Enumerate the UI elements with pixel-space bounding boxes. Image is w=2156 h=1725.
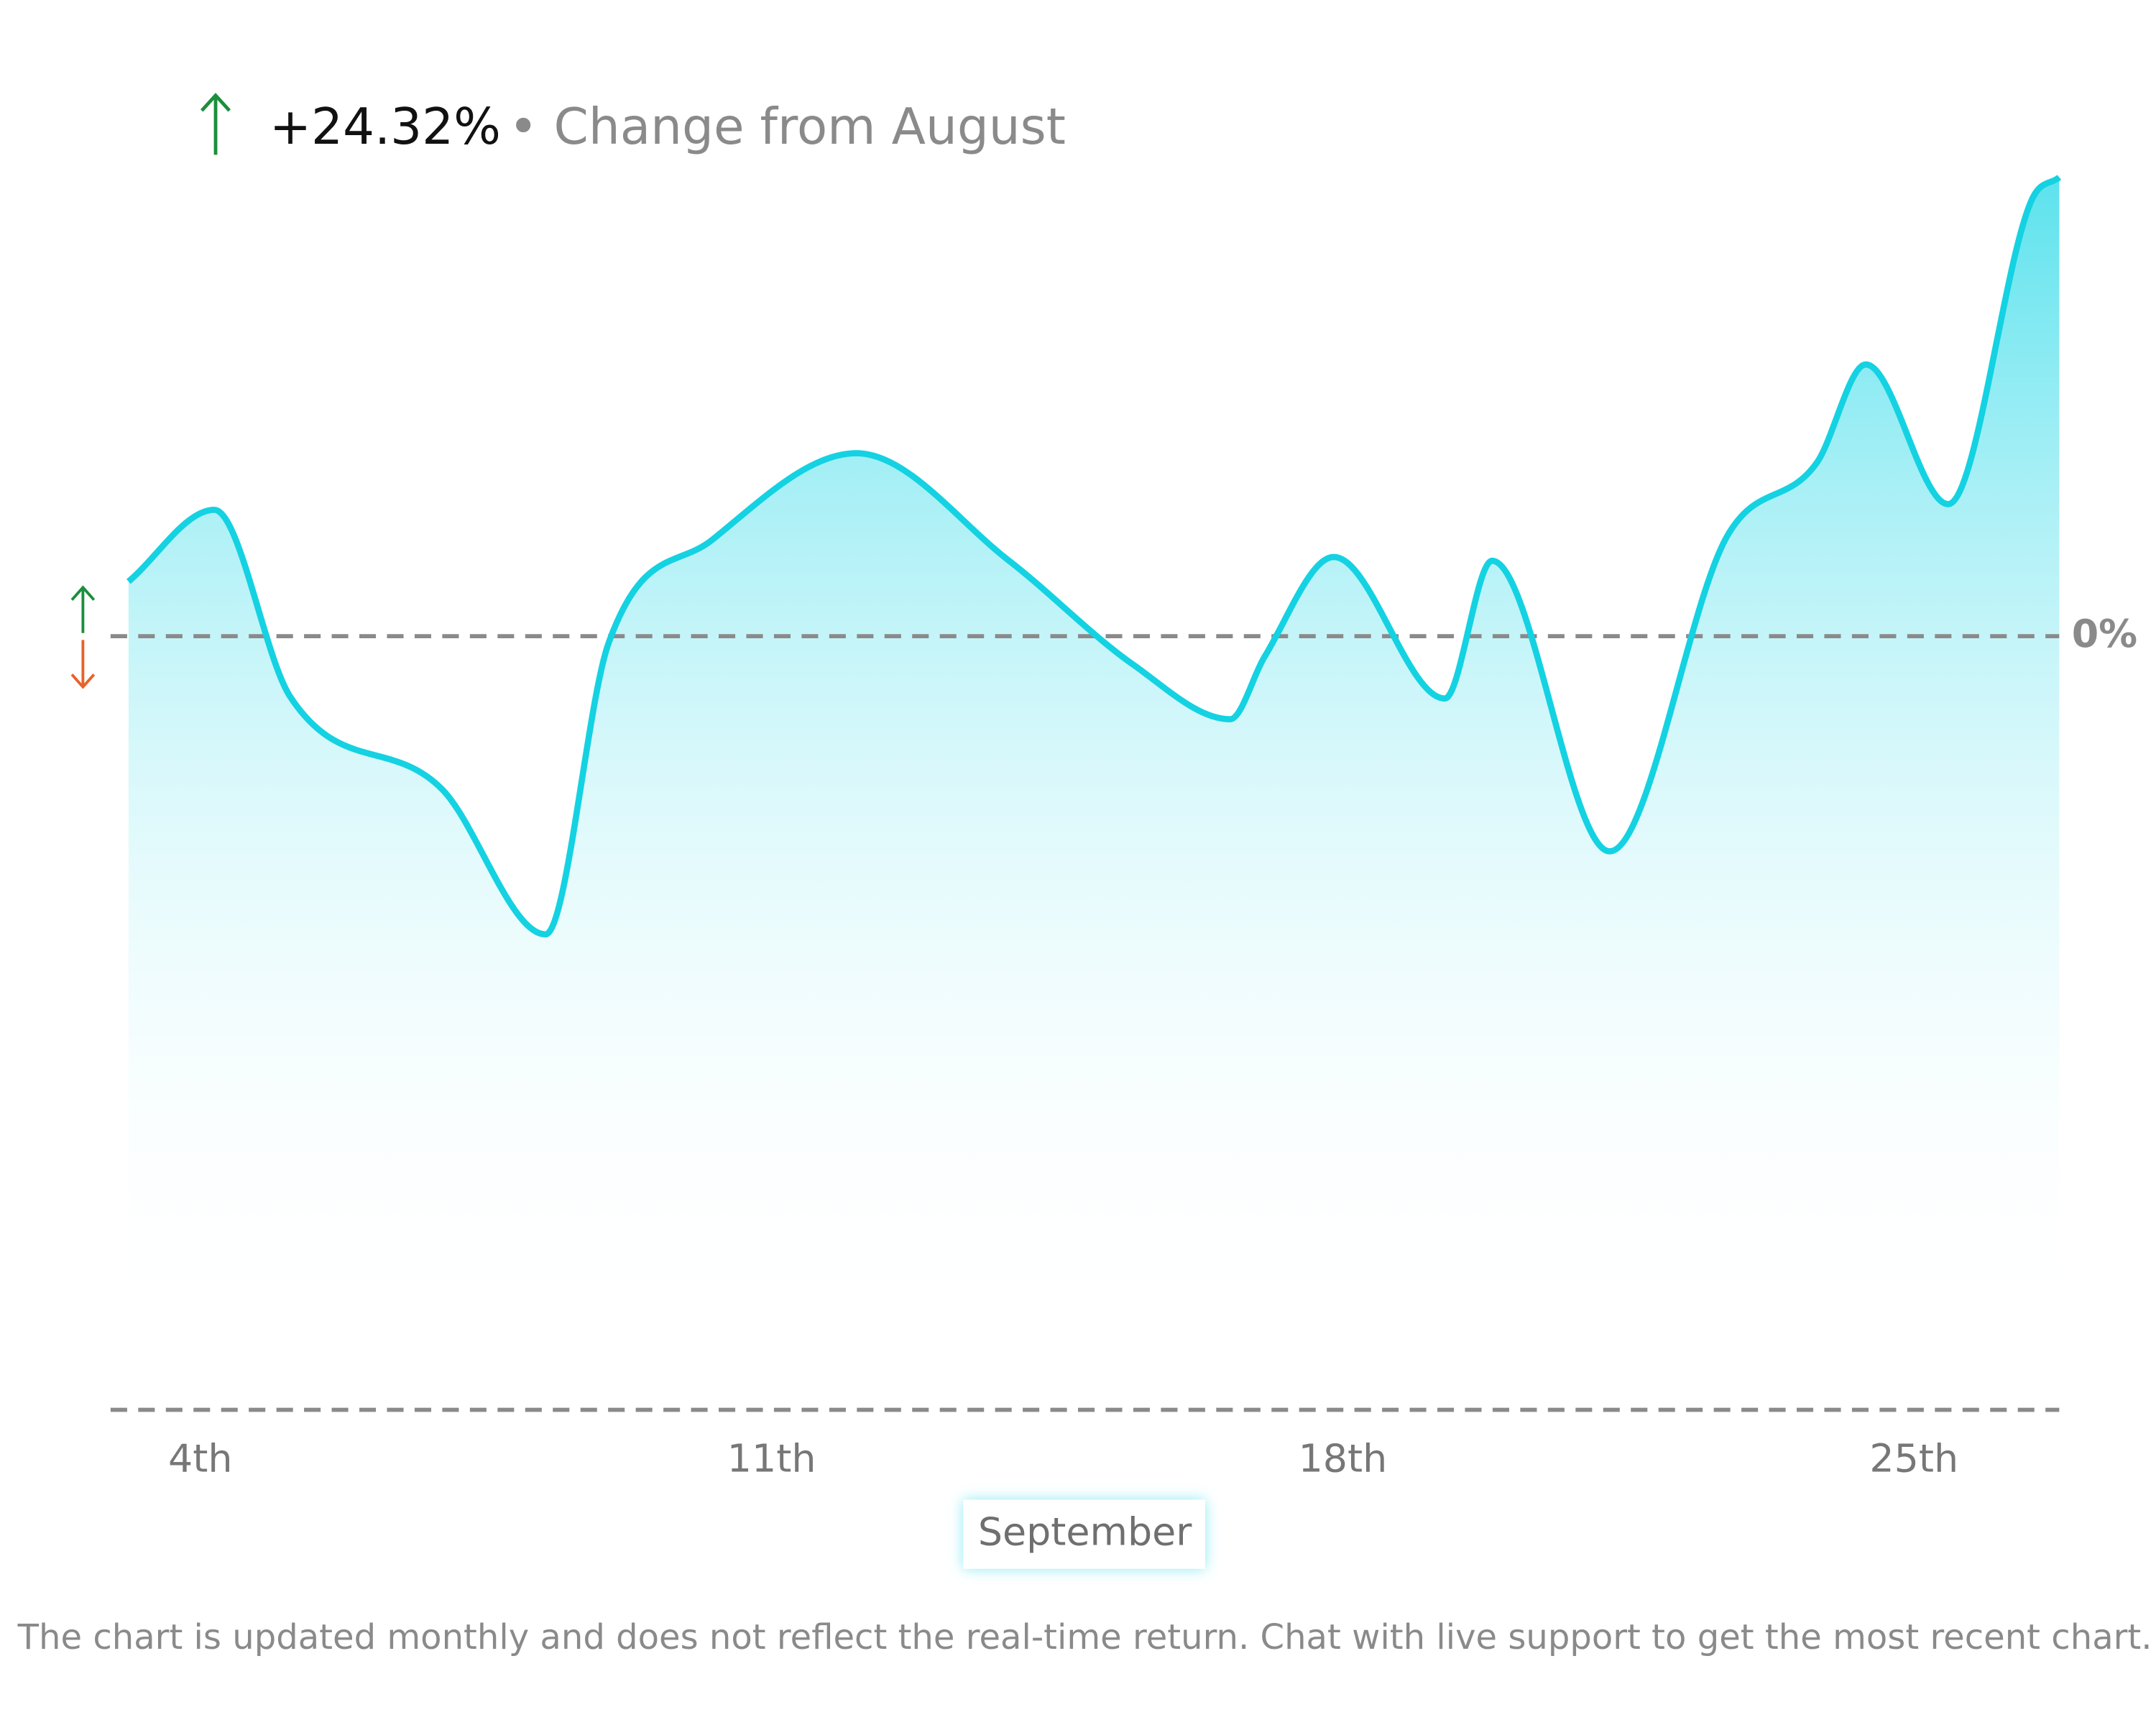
line — [126, 175, 2062, 938]
plot-area: 0% 4th 11th 18th 25th — [110, 175, 2137, 1481]
footnote: The chart is updated monthly and does no… — [17, 1617, 2152, 1657]
change-caption: • Change from August — [509, 98, 1066, 156]
x-tick-label: 25th — [1869, 1435, 1958, 1481]
x-axis-label: September — [978, 1509, 1192, 1554]
area-fill — [128, 177, 2060, 1410]
x-tick-label: 18th — [1299, 1435, 1388, 1481]
legend-arrows-icon — [70, 585, 96, 689]
up-arrow-icon — [200, 93, 231, 155]
header: +24.32% • Change from August — [200, 93, 1066, 156]
x-tick-label: 4th — [168, 1435, 232, 1481]
y-tick-label: 0% — [2072, 611, 2137, 656]
change-value: +24.32% — [270, 98, 501, 156]
x-axis-label-box — [963, 1499, 1205, 1569]
x-tick-label: 11th — [727, 1435, 816, 1481]
